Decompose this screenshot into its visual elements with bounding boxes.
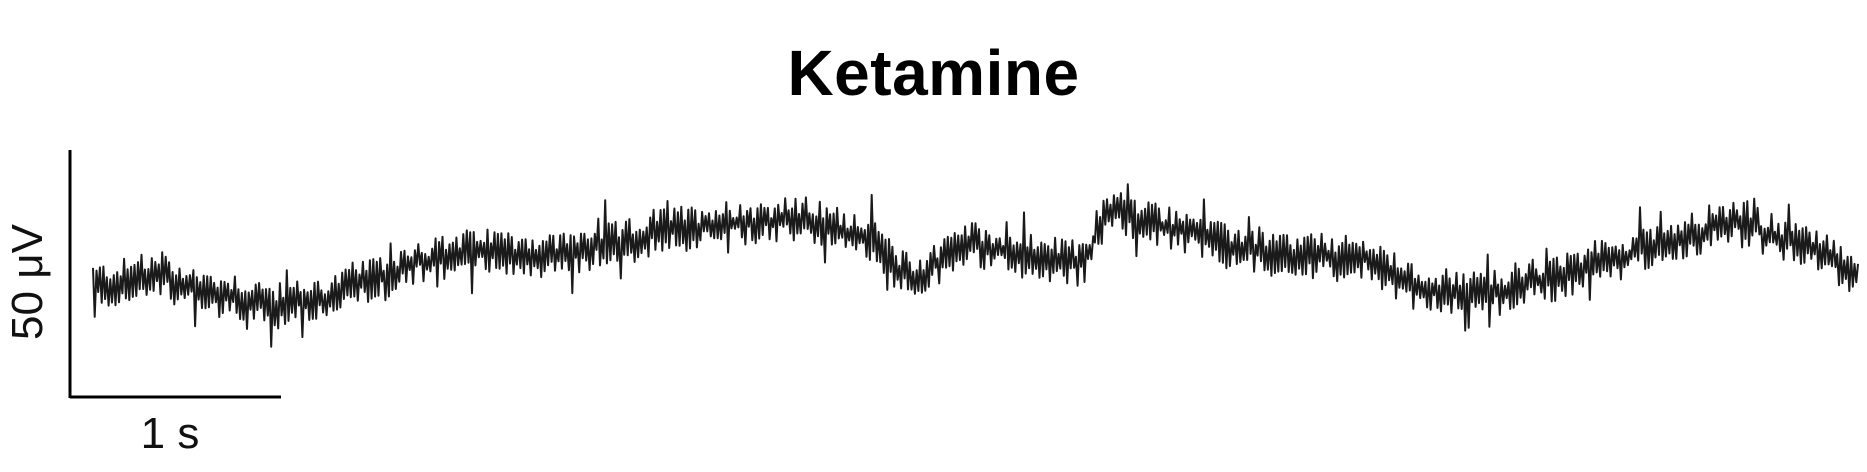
eeg-trace	[92, 183, 1859, 348]
time-scale-label: 1 s	[141, 409, 200, 458]
chart-title: Ketamine	[787, 37, 1080, 109]
amplitude-scale-label: 50 μV	[3, 223, 52, 340]
